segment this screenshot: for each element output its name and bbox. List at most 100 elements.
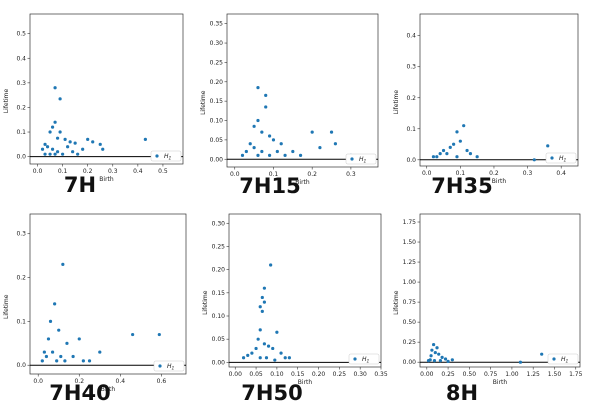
data-point	[58, 97, 62, 101]
data-point	[53, 86, 57, 90]
data-point	[240, 153, 245, 157]
x-tick-label: 0.3	[523, 170, 533, 177]
data-point	[433, 350, 437, 355]
x-tick-label: 1.50	[548, 371, 562, 378]
data-point	[445, 151, 449, 156]
x-tick-label: 1.00	[505, 371, 519, 378]
x-tick-label: 0.0	[33, 168, 43, 175]
x-tick-label: 0.3	[346, 171, 356, 178]
data-point	[440, 355, 444, 359]
data-point	[465, 148, 469, 153]
data-point	[310, 130, 314, 134]
panel-7h: 0.0 0.1 0.2 0.3 0.4 0.5 0.0 0.1 0.2 0.3 0.4 0.5 Birt…	[3, 13, 184, 197]
data-point	[279, 142, 283, 146]
data-point	[256, 153, 260, 157]
y-tick-label: 0.25	[212, 243, 226, 250]
data-point	[432, 358, 437, 363]
x-tick-label: 0.0	[33, 378, 43, 385]
x-tick-label: 0.2	[307, 171, 317, 178]
plot-frame	[29, 13, 184, 165]
plot-frame	[29, 213, 187, 375]
data-point	[287, 356, 291, 360]
data-point	[432, 342, 436, 347]
data-point	[45, 145, 50, 149]
data-point	[250, 351, 254, 355]
data-point	[71, 354, 75, 359]
x-tick-label: 0.5	[158, 168, 168, 175]
data-point	[329, 130, 334, 134]
data-point	[252, 124, 256, 128]
data-point	[258, 328, 262, 332]
data-point	[48, 130, 52, 134]
data-point	[262, 300, 266, 304]
x-tick-label: 1.75	[569, 371, 583, 378]
y-tick-label: 0.0	[16, 154, 26, 161]
data-point	[81, 359, 85, 363]
y-axis-label: Lifetime	[202, 290, 209, 315]
data-point	[269, 263, 273, 267]
panel-7h50: 0.00 0.05 0.10 0.15 0.20 0.25 0.30 0.35 0.00 0.05…	[202, 213, 388, 405]
data-point	[50, 125, 55, 129]
data-point	[55, 136, 60, 140]
data-point	[475, 155, 479, 159]
y-tick-label: 0.05	[210, 137, 224, 144]
y-tick-label: 0.4	[406, 33, 416, 40]
y-tick-label: 0.15	[212, 290, 226, 297]
x-tick-label: 0.6	[157, 378, 167, 385]
data-point	[157, 332, 161, 337]
data-point	[448, 145, 452, 149]
data-point	[61, 152, 65, 156]
data-point	[254, 346, 258, 351]
y-tick-label: 0.3	[16, 231, 26, 238]
y-tick-label: 0.00	[212, 359, 226, 366]
data-point	[260, 309, 264, 313]
panel-title: 7H40	[49, 381, 110, 405]
panel-title: 7H15	[239, 174, 300, 198]
legend-label: H1	[559, 155, 567, 164]
data-point	[468, 151, 473, 156]
x-axis-label: Birth	[298, 379, 313, 386]
y-tick-label: 0.3	[406, 64, 416, 71]
y-tick-label: 0.5	[16, 31, 26, 38]
y-tick-label: 0.00	[403, 359, 417, 366]
y-tick-label: 0.75	[403, 299, 417, 306]
panel-title: 7H35	[431, 174, 492, 198]
data-point	[266, 344, 271, 348]
legend-marker	[158, 364, 162, 368]
data-point	[437, 352, 441, 356]
y-tick-label: 0.20	[210, 79, 224, 86]
x-tick-label: 0.4	[556, 170, 566, 177]
data-point	[438, 151, 442, 156]
x-axis-label: Birth	[99, 176, 114, 183]
plot-frame	[419, 213, 581, 368]
data-point	[264, 105, 268, 109]
data-point	[40, 359, 44, 363]
x-tick-label: 0.2	[74, 378, 84, 385]
data-point	[275, 149, 279, 154]
y-tick-label: 0.35	[210, 21, 224, 28]
y-tick-label: 0.1	[406, 126, 416, 133]
legend-marker	[353, 357, 357, 361]
plot-frame	[228, 213, 382, 368]
panel-title: 8H	[446, 381, 478, 405]
x-tick-label: 0.1	[58, 168, 68, 175]
data-point	[55, 359, 59, 363]
x-axis-label: Birth	[492, 178, 507, 185]
y-tick-label: 0.2	[16, 104, 26, 111]
data-point	[258, 356, 262, 360]
x-tick-label: 0.25	[441, 371, 455, 378]
y-tick-label: 0.25	[210, 59, 224, 66]
data-point	[264, 93, 268, 97]
data-point	[435, 346, 439, 350]
data-point	[76, 152, 80, 156]
data-point	[260, 149, 264, 154]
x-tick-label: 0.00	[420, 371, 434, 378]
y-tick-label: 1.25	[403, 259, 417, 266]
y-tick-label: 1.50	[403, 239, 417, 246]
data-point	[252, 146, 256, 150]
panel-8h: 0.00 0.25 0.50 0.75 1.00 1.25 1.50 1.75 0.00 0.25…	[393, 213, 583, 405]
data-point	[455, 155, 459, 159]
x-tick-label: 0.30	[353, 371, 367, 378]
x-axis-label: Birth	[493, 379, 508, 386]
legend-label: H1	[164, 153, 172, 162]
